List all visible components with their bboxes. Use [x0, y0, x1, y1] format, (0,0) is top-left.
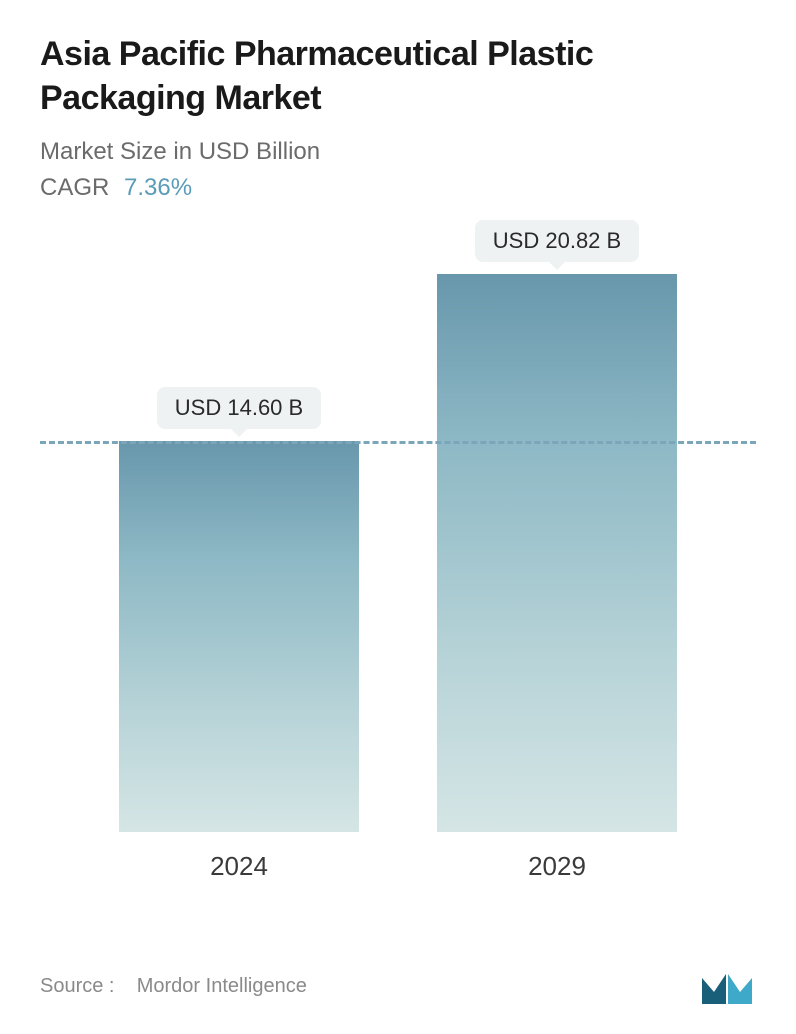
bar	[437, 274, 677, 832]
chart-area: USD 14.60 BUSD 20.82 B 2024 2029	[40, 242, 756, 882]
bars-container: USD 14.60 BUSD 20.82 B	[40, 242, 756, 832]
bar	[119, 441, 359, 833]
mordor-logo-icon	[700, 966, 756, 1006]
cagr-label: CAGR	[40, 174, 109, 201]
chart-footer: Source : Mordor Intelligence	[40, 966, 756, 1006]
x-axis-labels: 2024 2029	[40, 833, 756, 882]
cagr-value: 7.36%	[124, 174, 192, 201]
cagr-row: CAGR 7.36%	[40, 174, 756, 202]
chart-title: Asia Pacific Pharmaceutical Plastic Pack…	[40, 32, 756, 120]
x-axis-label: 2029	[437, 851, 677, 882]
x-axis-label: 2024	[119, 851, 359, 882]
bar-group: USD 20.82 B	[437, 220, 677, 832]
chart-subtitle: Market Size in USD Billion	[40, 138, 756, 166]
bar-group: USD 14.60 B	[119, 387, 359, 833]
source-name: Mordor Intelligence	[137, 975, 307, 997]
bar-value-label: USD 14.60 B	[157, 387, 321, 429]
bar-value-label: USD 20.82 B	[475, 220, 639, 262]
source-label: Source :	[40, 975, 114, 997]
source-attribution: Source : Mordor Intelligence	[40, 975, 307, 998]
reference-line	[40, 441, 756, 444]
